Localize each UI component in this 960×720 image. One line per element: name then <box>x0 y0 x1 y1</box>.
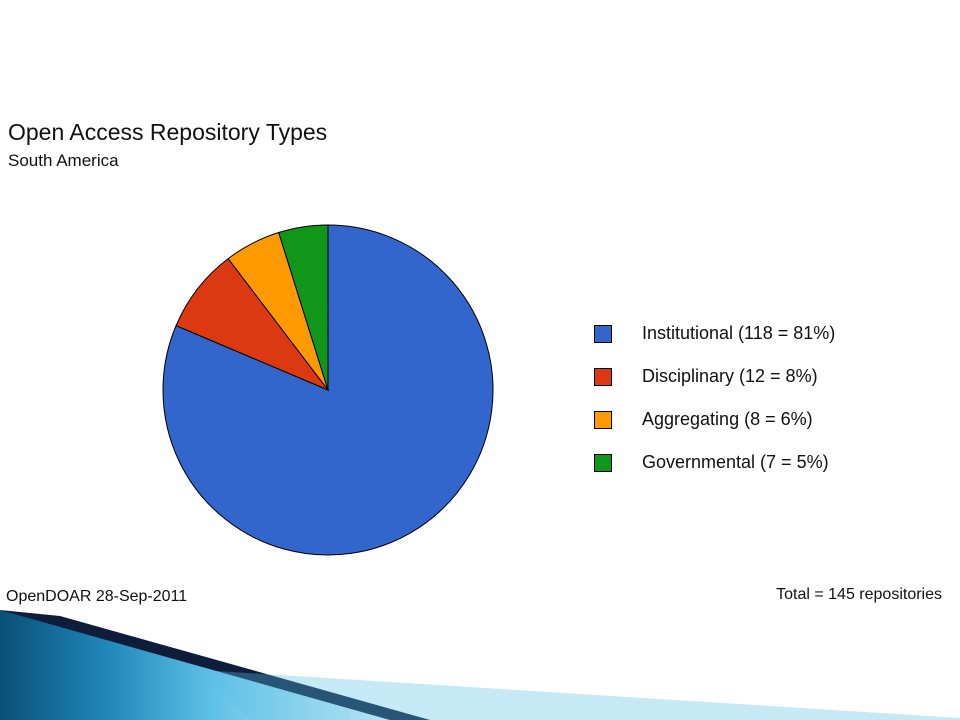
legend-item-aggregating: Aggregating (8 = 6%) <box>594 398 835 441</box>
decorative-band-stroke <box>0 610 430 720</box>
legend-swatch-institutional <box>594 324 612 343</box>
legend-label-governmental: Governmental (7 = 5%) <box>642 452 829 472</box>
legend-label-institutional: Institutional (118 = 81%) <box>642 323 836 343</box>
pie-slice-institutional <box>162 224 494 556</box>
chart-title: Open Access Repository Types <box>8 119 328 145</box>
legend-label-aggregating: Aggregating (8 = 6%) <box>642 409 813 429</box>
pie-slice-disciplinary <box>175 257 330 392</box>
chart-subtitle: South America <box>8 151 119 170</box>
legend-item-governmental: Governmental (7 = 5%) <box>594 441 835 484</box>
legend-label-disciplinary: Disciplinary (12 = 8%) <box>642 366 818 386</box>
legend-item-disciplinary: Disciplinary (12 = 8%) <box>594 355 835 398</box>
pie-slice-governmental <box>278 224 329 391</box>
chart-source: OpenDOAR 28-Sep-2011 <box>6 588 188 605</box>
chart-total: Total = 145 repositories <box>776 586 942 603</box>
chart-legend: Institutional (118 = 81%) Disciplinary (… <box>594 312 835 484</box>
legend-swatch-aggregating <box>594 410 612 429</box>
legend-swatch-governmental <box>594 453 612 472</box>
pie-chart <box>162 224 494 556</box>
decorative-band-highlight <box>200 670 960 720</box>
legend-item-institutional: Institutional (118 = 81%) <box>594 312 835 355</box>
legend-swatch-disciplinary <box>594 367 612 386</box>
decorative-band <box>0 610 960 720</box>
